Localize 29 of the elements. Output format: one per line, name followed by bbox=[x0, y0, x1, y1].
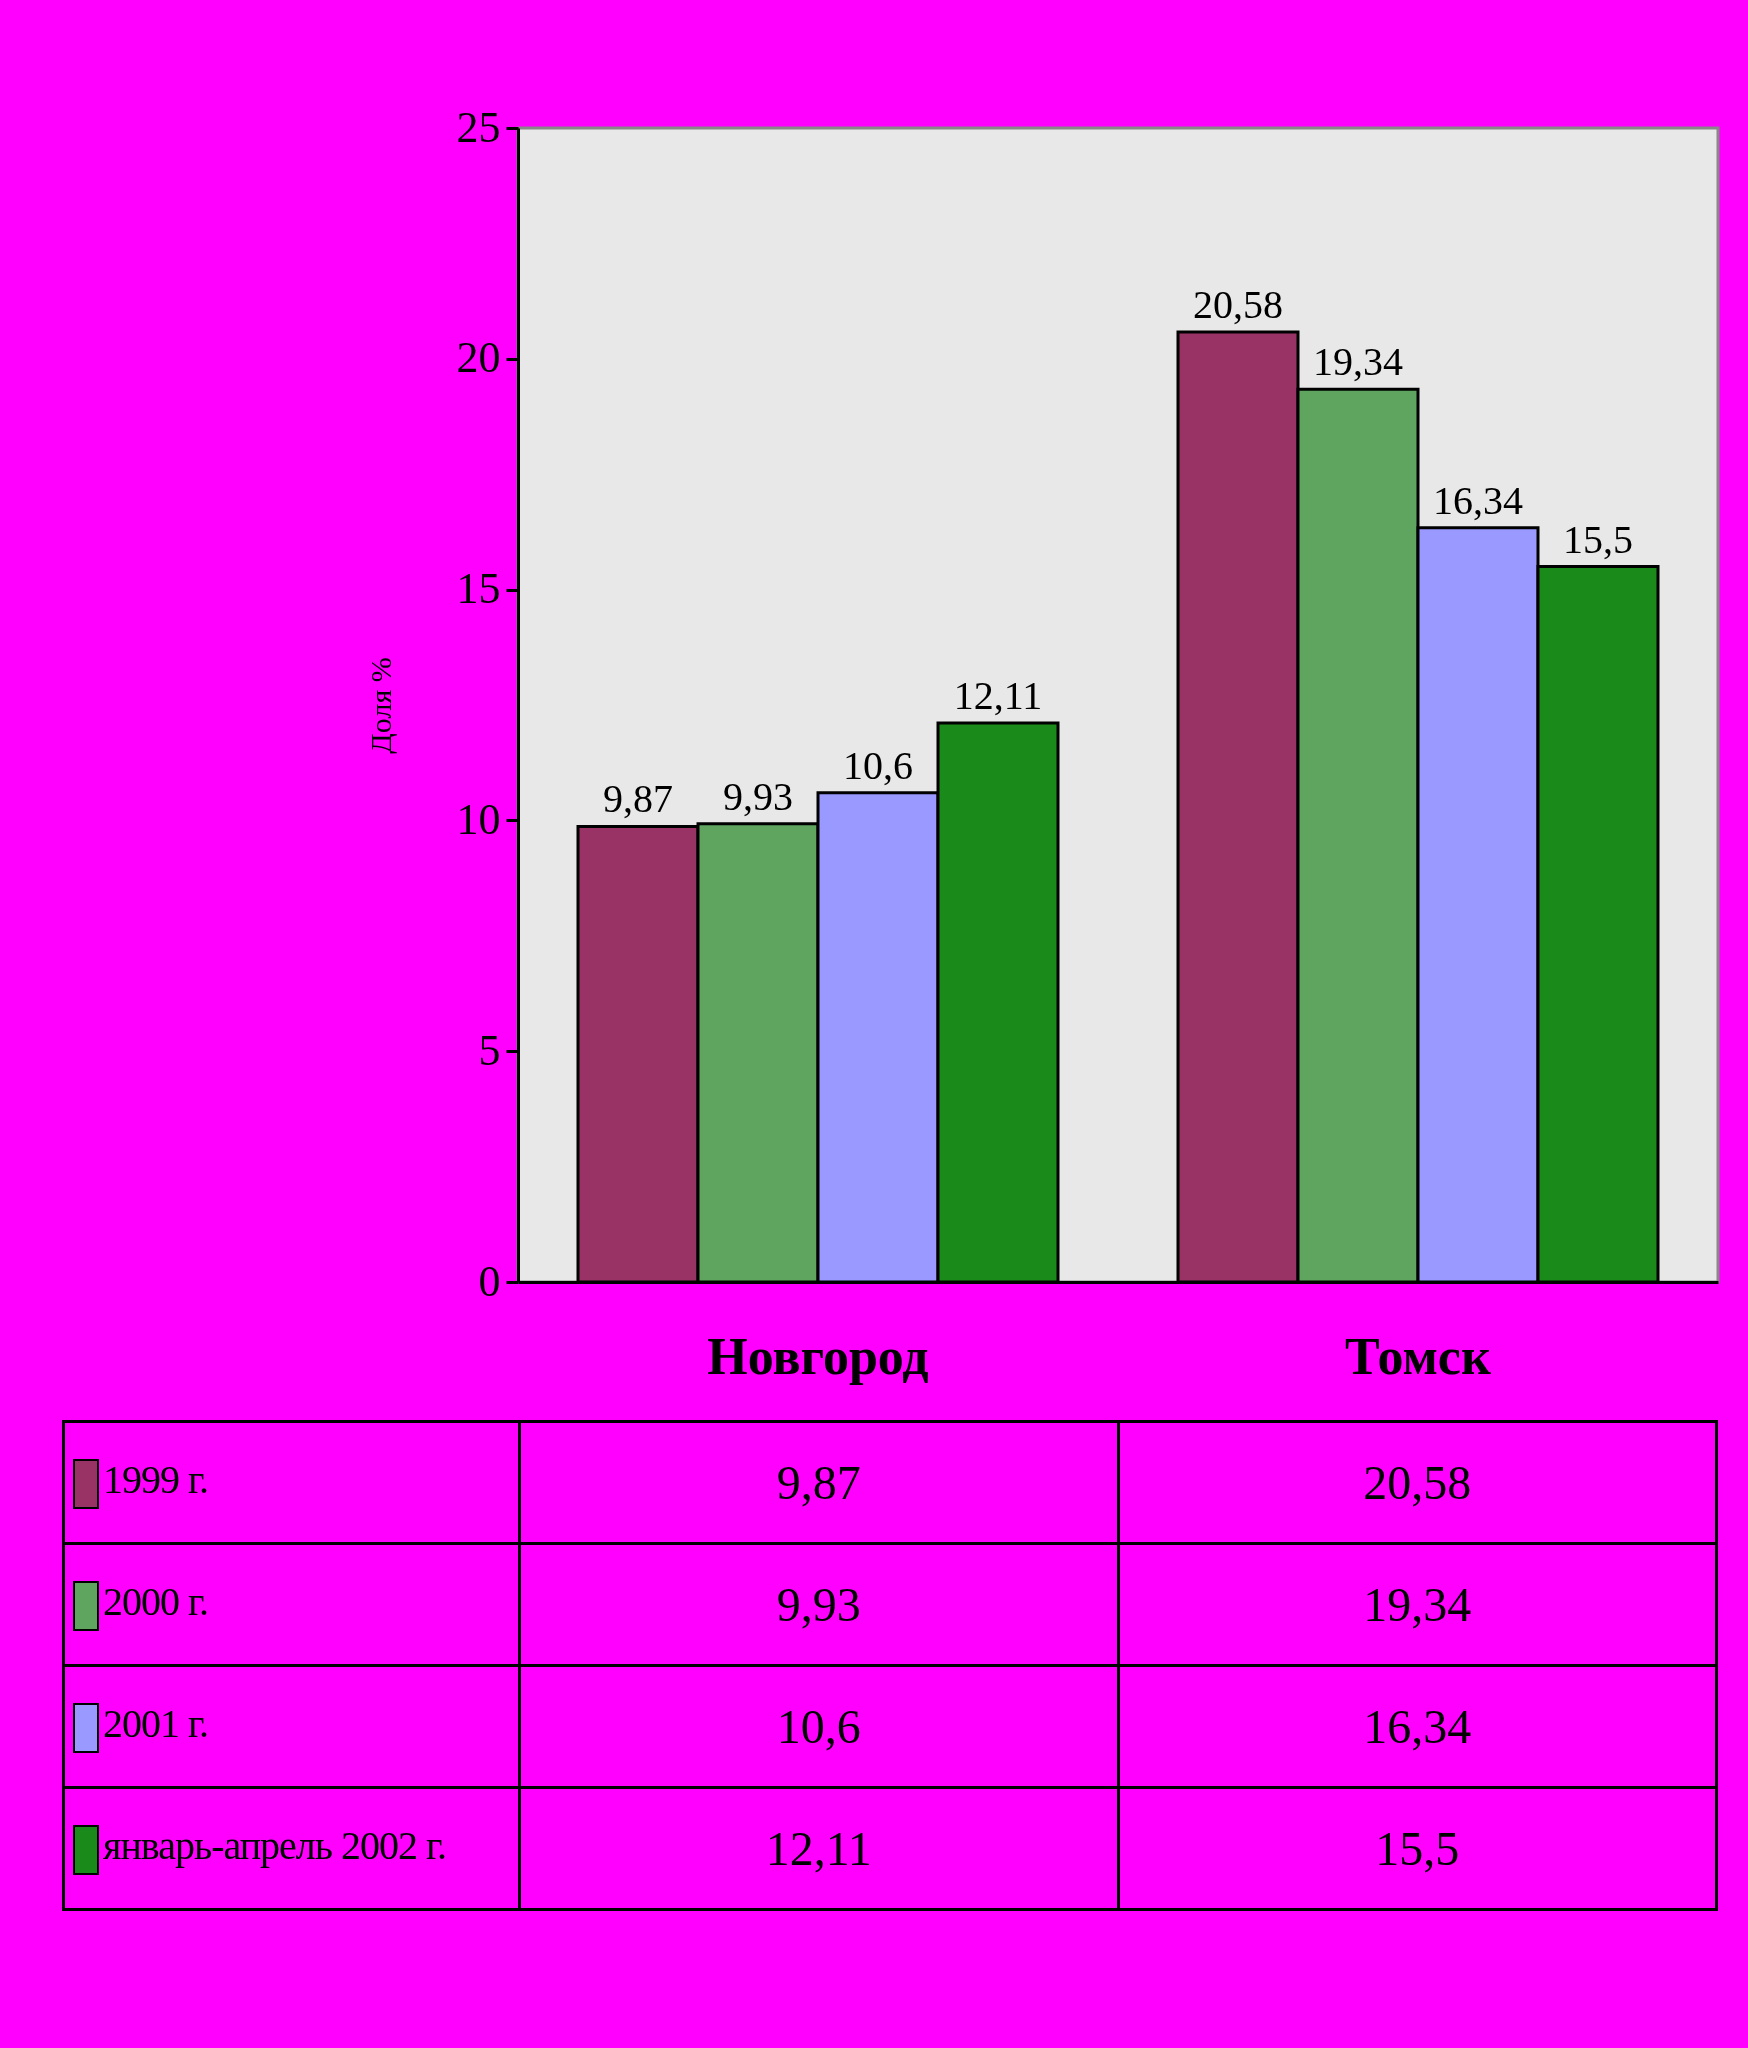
data-label: 9,87 bbox=[519, 1421, 1118, 1544]
data-label: 10,6 bbox=[519, 1665, 1118, 1788]
data-label: 12,11 bbox=[519, 1787, 1118, 1910]
text: 15,5 bbox=[1563, 516, 1633, 562]
text: 16,34 bbox=[1433, 477, 1523, 523]
y-tick-label: 0 bbox=[478, 1256, 501, 1306]
text: 9,93 bbox=[723, 773, 793, 819]
legend-label: 2001 г. bbox=[63, 1665, 520, 1788]
y-tick-label: 15 bbox=[456, 564, 501, 614]
legend-label: 1999 г. bbox=[63, 1421, 520, 1544]
data-label: 20,58 bbox=[1118, 1421, 1717, 1544]
legend-label: январь-апрель 2002 г. bbox=[63, 1787, 520, 1910]
legend-label: 2000 г. bbox=[63, 1543, 520, 1666]
text: 9,87 bbox=[603, 776, 673, 822]
text: 12,11 bbox=[953, 673, 1043, 718]
x-tick-label: Томск bbox=[1345, 1327, 1491, 1385]
data-label: 19,34 bbox=[1118, 1543, 1717, 1666]
x-tick-label: Новгород bbox=[707, 1327, 929, 1385]
data-label: 9,93 bbox=[519, 1543, 1118, 1666]
text: 20,58 bbox=[1193, 282, 1283, 328]
y-tick-label: 25 bbox=[456, 102, 501, 152]
y-tick-label: 5 bbox=[478, 1025, 501, 1075]
y-axis-title: Доля % bbox=[363, 657, 397, 754]
y-tick-label: 10 bbox=[456, 794, 501, 844]
data-label: 16,34 bbox=[1118, 1665, 1717, 1788]
text: 10,6 bbox=[843, 742, 913, 788]
text: 19,34 bbox=[1313, 339, 1403, 385]
data-label: 15,5 bbox=[1118, 1787, 1717, 1910]
y-tick-label: 20 bbox=[456, 333, 501, 383]
